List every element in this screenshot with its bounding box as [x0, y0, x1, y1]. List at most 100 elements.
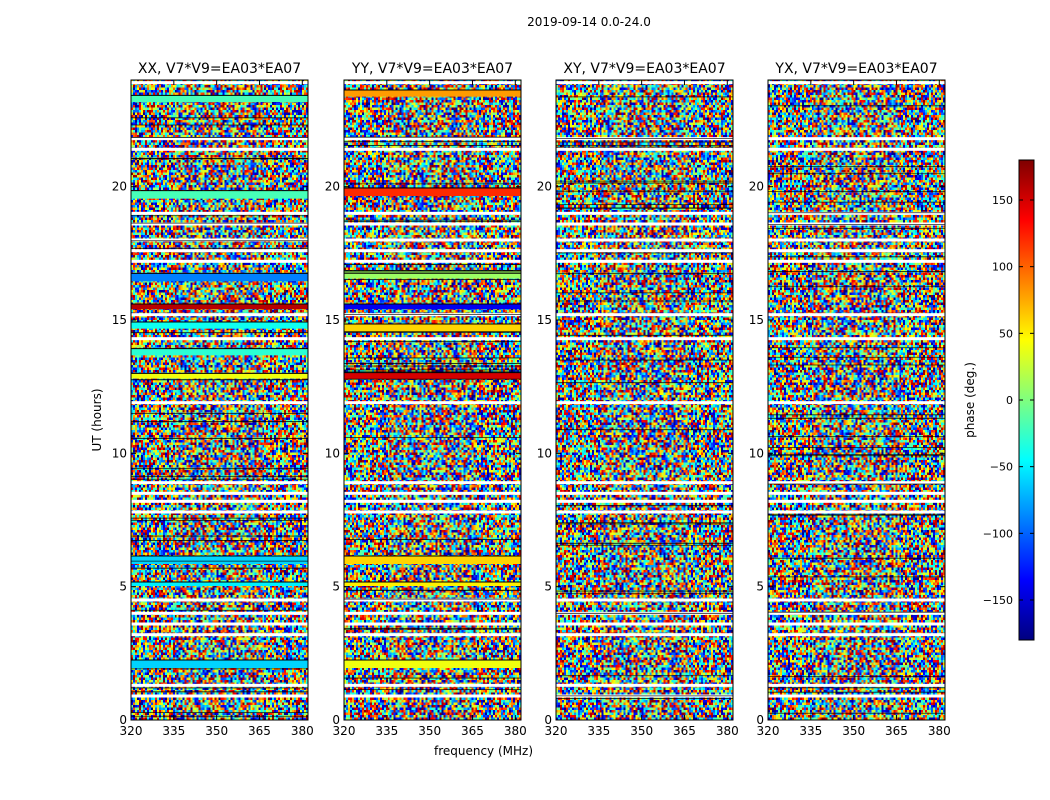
y-tick-label: 0: [332, 713, 340, 727]
colorbar-tick-label: −50: [990, 461, 1013, 474]
flagged-row: [344, 694, 521, 698]
flagged-row: [768, 222, 945, 226]
flagged-row: [768, 147, 945, 151]
flagged-row: [344, 491, 521, 495]
flagged-row: [556, 259, 733, 263]
phase-band: [131, 556, 308, 564]
flagged-row: [768, 694, 945, 698]
x-tick-label: 380: [291, 724, 314, 738]
phase-band: [344, 582, 521, 586]
flagged-row: [344, 499, 521, 503]
flagged-row: [131, 633, 308, 637]
x-tick-label: 365: [673, 724, 696, 738]
colorbar: 150 100 50 0 −50 −100 −150 phase (deg.): [963, 159, 1035, 641]
flagged-row: [768, 491, 945, 495]
y-tick-label: 20: [325, 180, 340, 194]
x-tick-label: 320: [333, 724, 356, 738]
flagged-row: [556, 222, 733, 226]
flagged-row: [556, 147, 733, 151]
y-tick-label: 10: [112, 446, 127, 460]
flagged-row: [344, 633, 521, 637]
x-tick-label: 350: [418, 724, 441, 738]
phase-band: [131, 373, 308, 379]
flagged-row: [556, 633, 733, 637]
x-tick-label: 380: [504, 724, 527, 738]
flagged-row: [344, 147, 521, 151]
flagged-row: [131, 249, 308, 253]
flagged-row: [131, 683, 308, 687]
flagged-row: [556, 510, 733, 514]
flagged-row: [131, 313, 308, 317]
x-tick-label: 335: [587, 724, 610, 738]
axes-frame: [767, 79, 946, 721]
flagged-row: [131, 222, 308, 226]
y-tick-label: 10: [749, 446, 764, 460]
colorbar-tick-label: 0: [1006, 394, 1013, 407]
panel-2: YY, V7*V9=EA03*EA07 320 335 350 365 380 0 5 10 15…: [325, 61, 533, 758]
phase-band: [344, 324, 521, 332]
flagged-row: [344, 481, 521, 485]
flagged-row: [768, 499, 945, 503]
y-tick-label: 15: [749, 313, 764, 327]
colorbar-tick-label: −150: [983, 594, 1013, 607]
y-tick-label: 20: [749, 180, 764, 194]
y-tick-label: 20: [537, 180, 552, 194]
phase-band: [131, 273, 308, 282]
panel-1: XX, V7*V9=EA03*EA07 320 335 350 365 380 0 5 10 15…: [90, 61, 314, 738]
flagged-row: [556, 491, 733, 495]
axes-frame: [130, 79, 309, 721]
phase-band: [344, 188, 521, 196]
colorbar-tick-label: 150: [992, 194, 1013, 207]
flagged-row: [131, 499, 308, 503]
flagged-row: [131, 259, 308, 263]
x-tick-label: 335: [375, 724, 398, 738]
flagged-row: [131, 137, 308, 141]
axes-frame: [555, 79, 734, 721]
x-tick-label: 320: [757, 724, 780, 738]
colorbar-tick-label: 100: [992, 261, 1013, 274]
flagged-row: [131, 481, 308, 485]
panel-title: XX, V7*V9=EA03*EA07: [138, 61, 301, 77]
flagged-row: [344, 222, 521, 226]
flagged-row: [131, 491, 308, 495]
panel-title: YY, V7*V9=EA03*EA07: [351, 61, 513, 77]
flagged-row: [768, 622, 945, 626]
panel-3: XY, V7*V9=EA03*EA07 320 335 350 365 380 0 5 10 15…: [537, 61, 739, 738]
y-tick-label: 15: [537, 313, 552, 327]
flagged-row: [768, 81, 945, 85]
flagged-row: [131, 337, 308, 341]
flagged-row: [344, 238, 521, 242]
phase-band: [344, 90, 521, 97]
flagged-row: [344, 211, 521, 215]
y-tick-label: 15: [325, 313, 340, 327]
phase-band: [131, 95, 308, 102]
flagged-row: [556, 337, 733, 341]
y-tick-label: 5: [332, 580, 340, 594]
figure-suptitle: 2019-09-14 0.0-24.0: [527, 15, 651, 29]
flagged-row: [768, 337, 945, 341]
y-tick-label: 15: [112, 313, 127, 327]
y-tick-label: 0: [544, 713, 552, 727]
flagged-row: [556, 499, 733, 503]
panel-4: YX, V7*V9=EA03*EA07 320 335 350 365 380 0 5 10 15…: [749, 61, 951, 738]
flagged-row: [556, 481, 733, 485]
x-tick-label: 335: [162, 724, 185, 738]
flagged-row: [344, 611, 521, 615]
flagged-row: [131, 694, 308, 698]
flagged-row: [344, 337, 521, 341]
phase-band: [344, 304, 521, 310]
flagged-row: [768, 611, 945, 615]
flagged-row: [768, 401, 945, 405]
flagged-row: [556, 211, 733, 215]
phase-band: [131, 322, 308, 329]
colorbar-tick-label: −100: [983, 527, 1013, 540]
x-tick-label: 350: [630, 724, 653, 738]
flagged-row: [344, 81, 521, 85]
flagged-row: [556, 598, 733, 602]
phase-band: [131, 304, 308, 310]
flagged-row: [556, 238, 733, 242]
x-tick-label: 320: [545, 724, 568, 738]
flagged-row: [768, 683, 945, 687]
flagged-row: [556, 249, 733, 253]
